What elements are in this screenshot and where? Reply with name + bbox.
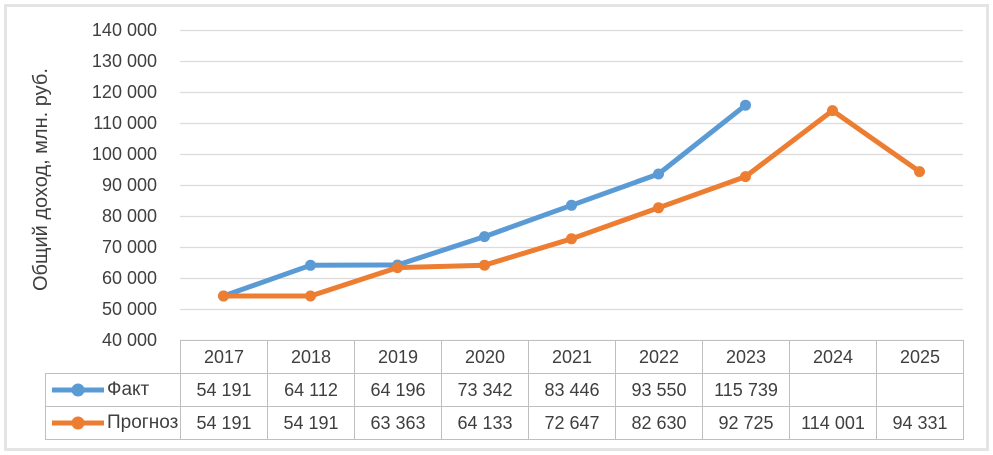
legend-marker	[71, 383, 85, 397]
table-corner-cell	[46, 341, 181, 374]
legend-cell: Факт	[45, 373, 181, 407]
value-cell: 93 550	[615, 373, 703, 407]
series-1-marker	[392, 262, 403, 274]
chart-data-table: 2017 2018 2019 2020 2021 2022 2023 2024 2025 Факт…	[45, 340, 964, 440]
year-header-cell: 2024	[789, 340, 877, 374]
legend-marker	[71, 416, 85, 430]
series-1-marker	[653, 202, 664, 214]
year-header-cell: 2017	[180, 340, 268, 374]
series-1-marker	[914, 166, 925, 178]
value-cell: 54 191	[267, 406, 355, 440]
series-name: Факт	[107, 379, 150, 400]
y-tick-label: 130 000	[91, 51, 157, 71]
value-cell	[789, 373, 877, 407]
value-cell: 83 446	[528, 373, 616, 407]
value-cell: 114 001	[789, 406, 877, 440]
year-header-cell: 2025	[876, 340, 964, 374]
legend-key-0-icon	[52, 383, 104, 397]
year-header-cell: 2022	[615, 340, 703, 374]
y-tick-label: 40 000	[101, 330, 157, 350]
value-cell: 73 342	[441, 373, 529, 407]
y-tick-label: 90 000	[101, 175, 157, 195]
year-header-cell: 2023	[702, 340, 790, 374]
value-cell: 54 191	[180, 406, 268, 440]
value-cell: 72 647	[528, 406, 616, 440]
series-1-marker	[305, 290, 316, 302]
year-header-cell: 2020	[441, 340, 529, 374]
value-cell: 63 363	[354, 406, 442, 440]
year-header-cell: 2019	[354, 340, 442, 374]
value-cell: 94 331	[876, 406, 964, 440]
value-cell: 115 739	[702, 373, 790, 407]
series-1-marker	[479, 259, 490, 271]
value-cell: 92 725	[702, 406, 790, 440]
series-0-marker	[740, 99, 751, 111]
y-tick-label: 60 000	[101, 268, 157, 288]
value-cell: 82 630	[615, 406, 703, 440]
y-tick-label: 50 000	[101, 299, 157, 319]
series-0-marker	[566, 199, 577, 211]
legend-cell: Прогноз	[45, 406, 181, 440]
year-header-cell: 2018	[267, 340, 355, 374]
value-cell: 54 191	[180, 373, 268, 407]
series-1-marker	[740, 171, 751, 183]
value-cell: 64 112	[267, 373, 355, 407]
y-tick-label: 80 000	[101, 206, 157, 226]
y-tick-label: 140 000	[91, 20, 157, 40]
y-tick-label: 100 000	[91, 144, 157, 164]
y-tick-label: 70 000	[101, 237, 157, 257]
value-cell: 64 133	[441, 406, 529, 440]
year-header-cell: 2021	[528, 340, 616, 374]
series-1-marker	[218, 290, 229, 302]
series-0-marker	[305, 259, 316, 271]
value-cell: 64 196	[354, 373, 442, 407]
series-1-marker	[827, 105, 838, 117]
y-tick-label: 110 000	[93, 113, 157, 133]
series-name: Прогноз	[107, 412, 179, 433]
series-0-marker	[653, 168, 664, 180]
y-tick-label: 120 000	[91, 82, 157, 102]
series-0-marker	[479, 231, 490, 243]
value-cell	[876, 373, 964, 407]
legend-key-1-icon	[52, 416, 104, 430]
series-1-marker	[566, 233, 577, 245]
